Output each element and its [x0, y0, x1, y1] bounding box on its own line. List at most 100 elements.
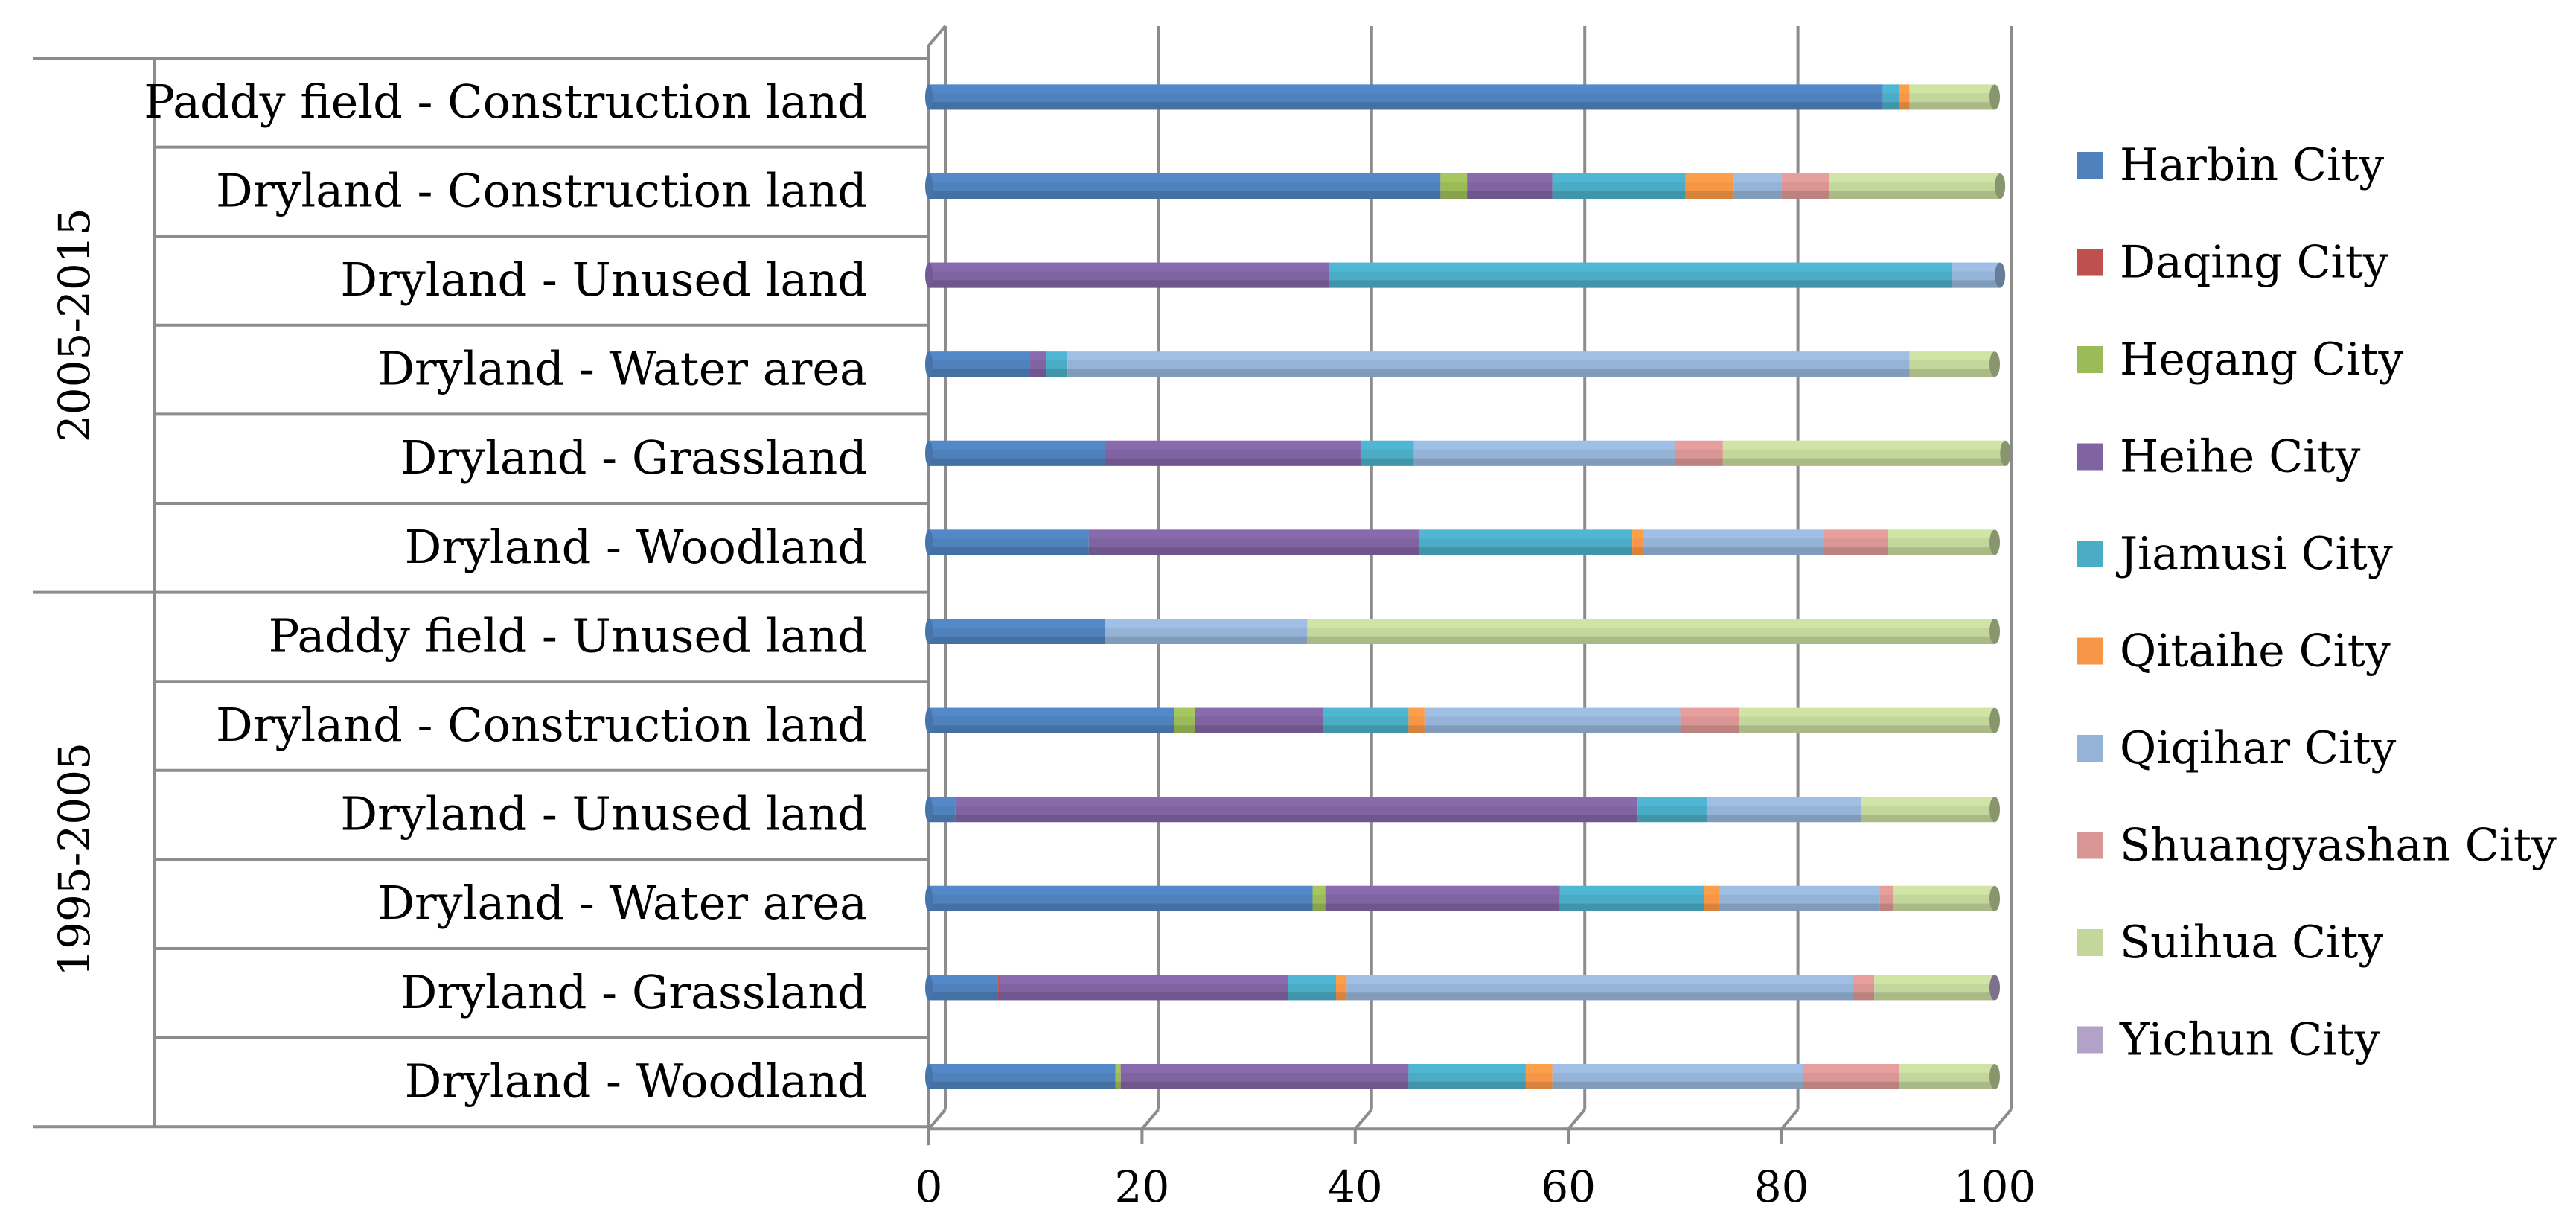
bar-shadow	[1803, 1081, 1899, 1089]
bar-shadow	[1707, 815, 1861, 823]
category-label: Paddy field - Construction land	[144, 74, 867, 129]
bar-segment-daqing-city	[998, 975, 1000, 1001]
x-tick-label: 40	[1328, 1162, 1383, 1212]
bar-shadow	[929, 725, 1174, 733]
bar-shadow	[955, 815, 1638, 823]
bar-shadow	[1879, 903, 1893, 911]
bar-shadow	[929, 369, 1031, 377]
bar-shadow	[1899, 1081, 1995, 1089]
bar-highlight	[1046, 351, 1068, 361]
bar-highlight	[1552, 1064, 1803, 1073]
x-tick-label: 80	[1754, 1162, 1809, 1212]
bar-highlight	[1632, 529, 1643, 539]
bar-shadow	[1637, 815, 1707, 823]
bar-shadow	[1909, 369, 1995, 377]
bar-highlight	[1312, 885, 1326, 895]
x-tick-label: 20	[1114, 1162, 1169, 1212]
group-label: 2005-2015	[49, 208, 100, 442]
bar-highlight	[1722, 440, 2006, 450]
bar-shadow	[1336, 992, 1347, 1001]
bar-shadow	[1329, 280, 1952, 288]
floor-line-100	[1993, 1108, 2013, 1130]
category-label: Dryland - Grassland	[400, 430, 867, 485]
bar-highlight	[1419, 529, 1633, 539]
category-label: Dryland - Grassland	[400, 965, 867, 1019]
bar-shadow	[1861, 815, 1995, 823]
bar-start-cap	[925, 619, 933, 644]
bar-highlight	[1088, 529, 1419, 539]
bar-highlight	[1824, 529, 1888, 539]
bar-highlight	[1874, 975, 1992, 984]
bar-highlight	[1853, 975, 1875, 984]
bar-highlight	[1803, 1064, 1899, 1073]
bar-shadow	[1824, 547, 1888, 555]
bar-highlight	[955, 797, 1638, 806]
bar-highlight	[929, 529, 1089, 539]
bar-shadow	[1408, 1081, 1526, 1089]
legend-swatch	[2077, 1026, 2103, 1054]
bar-shadow	[1000, 992, 1288, 1001]
bar-shadow	[1739, 725, 1995, 733]
bar-shadow	[1288, 992, 1337, 1001]
bar-highlight	[1680, 707, 1739, 717]
bar-end-cap	[1989, 975, 2000, 1001]
bar-highlight	[929, 975, 999, 984]
floor-line-40	[1354, 1108, 1373, 1130]
legend-label: Heihe City	[2120, 431, 2360, 483]
bar-highlight	[929, 173, 1441, 182]
legend-label: Yichun City	[2119, 1014, 2380, 1066]
bar-shadow	[1105, 636, 1308, 644]
bar-highlight	[1030, 351, 1046, 361]
x-tick-label: 60	[1541, 1162, 1596, 1212]
bar-start-cap	[925, 707, 933, 733]
category-label: Dryland - Woodland	[405, 520, 867, 574]
floor-line-20	[1140, 1108, 1160, 1130]
bar-highlight	[929, 262, 1329, 272]
bar-shadow	[929, 547, 1089, 555]
bar-highlight	[1719, 885, 1880, 895]
legend-label: Jiamusi City	[2115, 528, 2393, 580]
bar-shadow	[1030, 369, 1046, 377]
legend-label: Daqing City	[2120, 237, 2388, 289]
legend-swatch	[2077, 249, 2103, 276]
bar-highlight	[1067, 351, 1910, 361]
bar-shadow	[1088, 547, 1419, 555]
bar-shadow	[1685, 191, 1734, 199]
bar-highlight	[1115, 1064, 1121, 1073]
legend-swatch	[2077, 346, 2103, 373]
bar-highlight	[1408, 1064, 1526, 1073]
category-label: Paddy field - Unused land	[269, 608, 867, 663]
bar-highlight	[1643, 529, 1824, 539]
bar-end-cap	[1995, 262, 2006, 288]
bar-shadow	[1115, 1081, 1121, 1089]
bar-highlight	[1893, 885, 1995, 895]
bar-highlight	[1909, 84, 1995, 94]
bar-start-cap	[925, 351, 933, 377]
bar-segment-hegang-city	[1115, 1064, 1121, 1089]
bar-shadow	[1105, 458, 1361, 466]
bar-highlight	[1707, 797, 1861, 806]
legend-label: Qiqihar City	[2120, 722, 2396, 774]
bar-shadow	[1408, 725, 1425, 733]
bar-highlight	[1888, 529, 1995, 539]
bar-highlight	[1360, 440, 1414, 450]
bar-start-cap	[925, 1064, 933, 1089]
bar-shadow	[929, 992, 999, 1001]
bar-shadow	[1419, 547, 1633, 555]
bar-shadow	[1643, 547, 1824, 555]
bar-highlight	[1346, 975, 1853, 984]
bar-start-cap	[925, 529, 933, 555]
bar-shadow	[1704, 903, 1720, 911]
bar-highlight	[929, 440, 1105, 450]
bar-highlight	[929, 797, 956, 806]
bar-end-cap	[1989, 1064, 2000, 1089]
bar-shadow	[1413, 458, 1675, 466]
bar-highlight	[1195, 707, 1323, 717]
bar-end-cap	[1995, 173, 2006, 199]
legend-swatch	[2077, 443, 2103, 471]
legend-label: Qitaihe City	[2120, 625, 2391, 678]
bar-shadow	[929, 1081, 1116, 1089]
category-label: Dryland - Construction land	[216, 698, 867, 752]
